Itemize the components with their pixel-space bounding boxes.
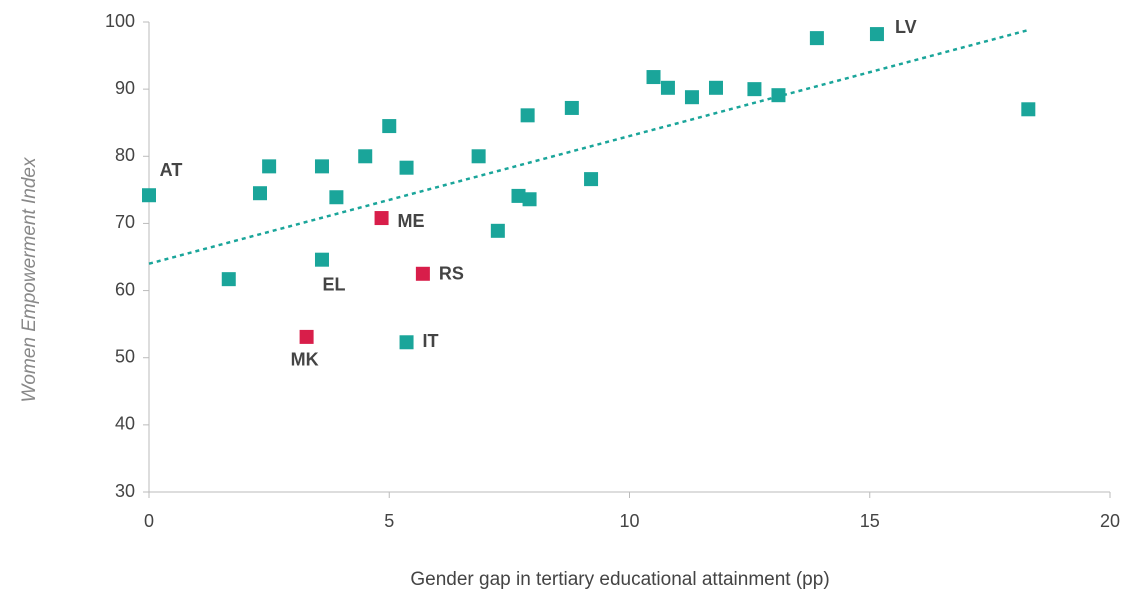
point-label: IT — [423, 331, 439, 351]
point — [660, 80, 675, 95]
point-label: MK — [291, 350, 319, 370]
y-axis-label: Women Empowerment Index — [19, 156, 40, 402]
trendline — [148, 28, 1029, 265]
point — [1021, 102, 1036, 117]
point — [252, 186, 267, 201]
point — [399, 335, 414, 350]
point-label: AT — [160, 160, 183, 180]
y-tick-label: 30 — [115, 481, 135, 501]
point — [809, 31, 824, 46]
point — [262, 159, 277, 174]
point — [299, 329, 314, 344]
x-tick-label: 15 — [860, 511, 880, 531]
point — [646, 70, 661, 85]
y-tick-label: 60 — [115, 279, 135, 299]
point — [358, 149, 373, 164]
point — [221, 272, 236, 287]
y-tick-label: 80 — [115, 145, 135, 165]
point — [415, 266, 430, 281]
y-tick-label: 90 — [115, 78, 135, 98]
point — [314, 252, 329, 267]
point — [684, 90, 699, 105]
point-label: RS — [439, 264, 464, 284]
point — [747, 82, 762, 97]
x-tick-label: 0 — [144, 511, 154, 531]
point — [520, 108, 535, 123]
point — [490, 223, 505, 238]
x-tick-label: 5 — [384, 511, 394, 531]
point-label: ME — [398, 211, 425, 231]
x-tick-label: 20 — [1100, 511, 1120, 531]
x-tick-label: 10 — [619, 511, 639, 531]
point — [869, 27, 884, 42]
point — [471, 149, 486, 164]
point — [564, 100, 579, 115]
point-label: EL — [322, 274, 345, 294]
point — [329, 190, 344, 205]
y-tick-label: 50 — [115, 346, 135, 366]
point — [314, 159, 329, 174]
point — [522, 192, 537, 207]
point — [511, 188, 526, 203]
point — [382, 119, 397, 134]
point — [708, 80, 723, 95]
x-axis-label: Gender gap in tertiary educational attai… — [410, 569, 829, 590]
y-tick-label: 100 — [105, 11, 135, 31]
point — [771, 88, 786, 103]
point-label: LV — [895, 17, 917, 37]
point — [374, 211, 389, 226]
point — [142, 188, 156, 203]
y-tick-label: 40 — [115, 414, 135, 434]
point — [584, 172, 599, 187]
y-tick-label: 70 — [115, 212, 135, 232]
point — [399, 160, 414, 175]
